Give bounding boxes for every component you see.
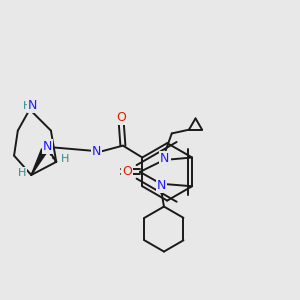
Text: N: N [43, 140, 52, 153]
Text: N: N [160, 152, 170, 165]
Text: N: N [28, 99, 38, 112]
Text: H: H [61, 154, 69, 164]
Text: N: N [157, 179, 167, 192]
Text: O: O [122, 165, 132, 178]
Text: H: H [18, 167, 26, 178]
Text: O: O [116, 111, 126, 124]
Text: H: H [22, 100, 31, 111]
Text: N: N [92, 145, 101, 158]
Polygon shape [31, 149, 47, 175]
